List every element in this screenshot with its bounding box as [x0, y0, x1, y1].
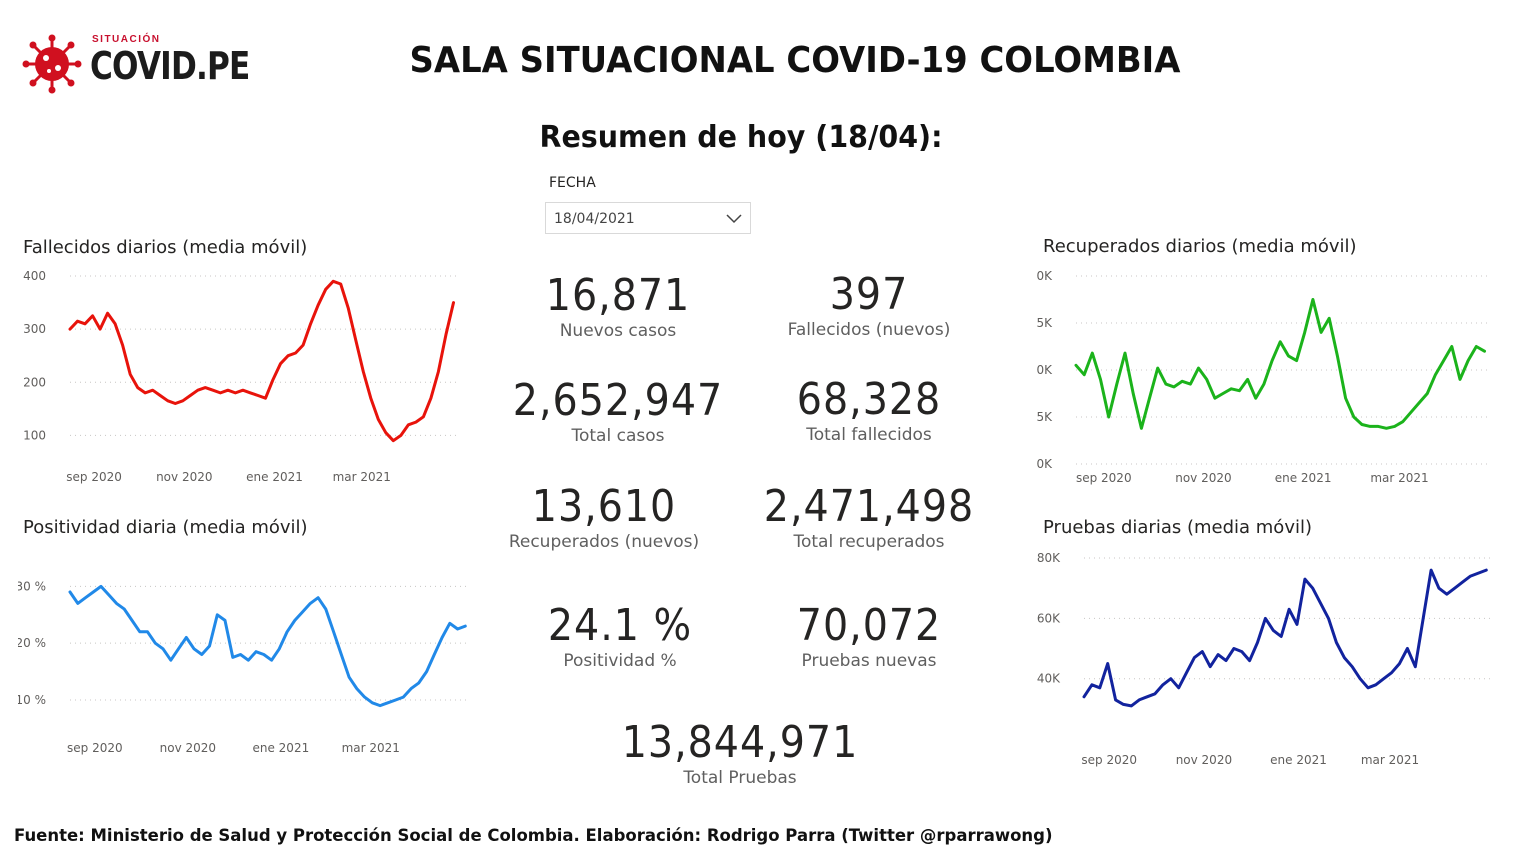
tests-chart-title: Pruebas diarias (media móvil)	[1043, 517, 1312, 538]
kpi-value: 2,471,498	[763, 481, 975, 532]
recovered-line-chart: 0K 5K 10K 15K 20K sep 2020 nov 2020 ene 2021 mar…	[1036, 269, 1491, 485]
kpi-total-recovered: 2,471,498 Total recuperados	[739, 481, 999, 552]
kpi-value: 13,610	[531, 481, 677, 532]
kpi-value: 68,328	[796, 374, 942, 425]
x-tick-label: sep 2020	[1076, 471, 1132, 485]
kpi-label: Total recuperados	[793, 532, 945, 552]
kpi-label: Total casos	[571, 426, 665, 446]
kpi-total-deaths: 68,328 Total fallecidos	[749, 374, 989, 445]
x-tick-label: sep 2020	[66, 470, 122, 484]
x-tick-label: nov 2020	[156, 470, 212, 484]
kpi-new-cases: 16,871 Nuevos casos	[498, 270, 738, 341]
series-line	[1074, 298, 1486, 430]
positivity-chart-title: Positividad diaria (media móvil)	[23, 517, 308, 538]
y-tick-label: 80K	[1037, 551, 1061, 565]
deaths-line-chart: 100 200 300 400 sep 2020 nov 2020 ene 2021 mar …	[23, 269, 458, 484]
logo-text: COVID.PE	[90, 44, 250, 88]
kpi-new-recovered: 13,610 Recuperados (nuevos)	[474, 481, 734, 552]
tests-line-chart: 40K 60K 80K sep 2020 nov 2020 ene 2021 mar 202…	[1037, 551, 1491, 767]
y-tick-label: 20 %	[18, 636, 46, 650]
kpi-label: Nuevos casos	[559, 321, 677, 341]
x-tick-label: nov 2020	[1175, 471, 1231, 485]
kpi-label: Positividad %	[563, 651, 677, 671]
date-slicer-label: FECHA	[549, 175, 596, 191]
x-tick-label: mar 2021	[1361, 753, 1419, 767]
kpi-value: 70,072	[796, 600, 942, 651]
y-tick-label: 20K	[1036, 269, 1053, 283]
logo-subtitle: SITUACIÓN	[92, 34, 161, 45]
x-tick-label: ene 2021	[1270, 753, 1327, 767]
kpi-value: 2,652,947	[512, 375, 724, 426]
kpi-value: 397	[829, 269, 909, 320]
y-tick-label: 100	[23, 428, 46, 442]
x-tick-label: ene 2021	[252, 741, 309, 755]
y-tick-label: 10 %	[18, 693, 46, 707]
y-tick-label: 5K	[1036, 410, 1053, 424]
date-slicer-value: 18/04/2021	[554, 211, 635, 227]
y-tick-label: 40K	[1037, 672, 1061, 686]
summary-title: Resumen de hoy (18/04):	[539, 120, 943, 155]
kpi-label: Recuperados (nuevos)	[508, 532, 700, 552]
kpi-label: Total fallecidos	[806, 425, 932, 445]
series-line	[1082, 568, 1488, 708]
y-tick-label: 0K	[1036, 457, 1053, 471]
x-tick-label: ene 2021	[1275, 471, 1332, 485]
x-tick-label: sep 2020	[1081, 753, 1137, 767]
kpi-value: 24.1 %	[547, 600, 693, 651]
logo: SITUACIÓN COVID.PE	[22, 24, 250, 98]
positivity-line-chart: 10 % 20 % 30 % sep 2020 nov 2020 ene 2021 mar …	[18, 579, 470, 755]
kpi-total-cases: 2,652,947 Total casos	[488, 375, 748, 446]
kpi-total-tests: 13,844,971 Total Pruebas	[598, 717, 882, 788]
y-tick-label: 60K	[1037, 611, 1061, 625]
source-footer: Fuente: Ministerio de Salud y Protección…	[14, 826, 1053, 846]
date-slicer-dropdown[interactable]: 18/04/2021	[545, 202, 751, 234]
x-tick-label: mar 2021	[342, 741, 400, 755]
x-tick-label: mar 2021	[1370, 471, 1428, 485]
x-tick-label: nov 2020	[1176, 753, 1232, 767]
x-tick-label: mar 2021	[333, 470, 391, 484]
y-tick-label: 15K	[1036, 316, 1053, 330]
y-tick-label: 300	[23, 322, 46, 336]
y-tick-label: 200	[23, 375, 46, 389]
series-line	[68, 584, 467, 708]
kpi-new-tests: 70,072 Pruebas nuevas	[749, 600, 989, 671]
deaths-chart-title: Fallecidos diarios (media móvil)	[23, 237, 308, 258]
kpi-label: Pruebas nuevas	[801, 651, 937, 671]
virus-icon	[22, 34, 82, 94]
y-tick-label: 30 %	[18, 579, 46, 593]
page-title: SALA SITUACIONAL COVID-19 COLOMBIA	[409, 40, 1181, 81]
y-tick-label: 400	[23, 269, 46, 283]
kpi-label: Fallecidos (nuevos)	[787, 320, 951, 340]
x-tick-label: sep 2020	[67, 741, 123, 755]
kpi-positivity: 24.1 % Positividad %	[500, 600, 740, 671]
kpi-value: 13,844,971	[621, 717, 859, 768]
kpi-value: 16,871	[545, 270, 691, 321]
y-tick-label: 10K	[1036, 363, 1053, 377]
kpi-new-deaths: 397 Fallecidos (nuevos)	[749, 269, 989, 340]
x-tick-label: nov 2020	[160, 741, 216, 755]
kpi-label: Total Pruebas	[683, 768, 797, 788]
series-line	[68, 279, 455, 443]
x-tick-label: ene 2021	[246, 470, 303, 484]
recovered-chart-title: Recuperados diarios (media móvil)	[1043, 236, 1357, 257]
chevron-down-icon	[726, 214, 742, 224]
